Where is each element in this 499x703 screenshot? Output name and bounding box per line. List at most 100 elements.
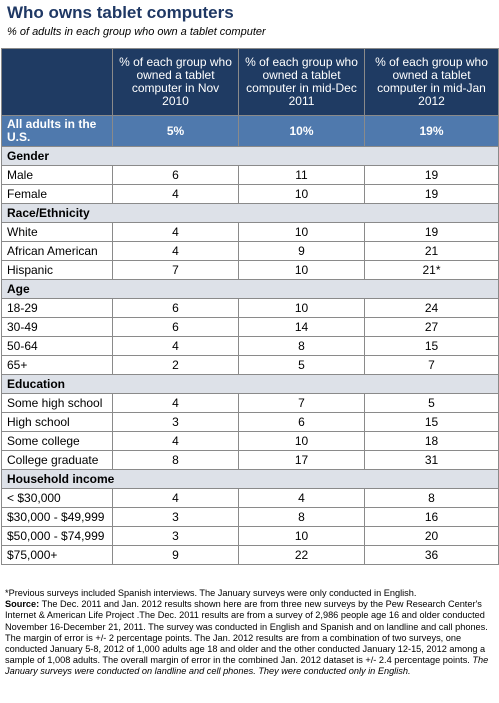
cell: 22: [238, 545, 365, 565]
cell: 3: [112, 412, 239, 432]
cell: 10: [238, 184, 365, 204]
source-label: Source:: [5, 599, 40, 610]
row-label: Female: [1, 184, 113, 204]
cell: 4: [112, 431, 239, 451]
cell: 17: [238, 450, 365, 470]
cell: 9: [112, 545, 239, 565]
row-label: 50-64: [1, 336, 113, 356]
data-row: $50,000 - $74,999 3 10 20: [1, 526, 499, 546]
data-row: $30,000 - $49,999 3 8 16: [1, 507, 499, 527]
total-row: All adults in the U.S. 5% 10% 19%: [1, 115, 499, 147]
row-label: Male: [1, 165, 113, 185]
data-row: Female 4 10 19: [1, 184, 499, 204]
notes: *Previous surveys included Spanish inter…: [5, 588, 495, 678]
section-row: Gender: [1, 146, 499, 166]
row-label: 18-29: [1, 298, 113, 318]
subtitle: % of adults in each group who own a tabl…: [7, 26, 266, 38]
row-label: 30-49: [1, 317, 113, 337]
cell: 8: [238, 336, 365, 356]
section-row: Race/Ethnicity: [1, 203, 499, 223]
cell: 6: [238, 412, 365, 432]
cell: 4: [112, 184, 239, 204]
source-italic: The January surveys were conducted on la…: [5, 655, 489, 677]
cell: 6: [112, 317, 239, 337]
title: Who owns tablet computers: [7, 3, 234, 22]
data-row: 50-64 4 8 15: [1, 336, 499, 356]
cell: 2: [112, 355, 239, 375]
row-label: High school: [1, 412, 113, 432]
cell: 8: [364, 488, 499, 508]
data-row: $75,000+ 9 22 36: [1, 545, 499, 565]
source-text: The Dec. 2011 and Jan. 2012 results show…: [5, 599, 488, 666]
cell: 10%: [238, 115, 365, 147]
cell: 36: [364, 545, 499, 565]
data-row: 65+ 2 5 7: [1, 355, 499, 375]
section-title: Race/Ethnicity: [1, 203, 499, 223]
section-title: Education: [1, 374, 499, 394]
data-row: < $30,000 4 4 8: [1, 488, 499, 508]
header-row: % of each group who owned a tablet compu…: [1, 48, 499, 116]
row-label: $75,000+: [1, 545, 113, 565]
cell: 20: [364, 526, 499, 546]
cell: 10: [238, 260, 365, 280]
cell: 19%: [364, 115, 499, 147]
cell: 16: [364, 507, 499, 527]
cell: 8: [238, 507, 365, 527]
row-label: Some high school: [1, 393, 113, 413]
cell: 19: [364, 165, 499, 185]
cell: 14: [238, 317, 365, 337]
data-row: White 4 10 19: [1, 222, 499, 242]
cell: 10: [238, 298, 365, 318]
cell: 4: [112, 393, 239, 413]
cell: 9: [238, 241, 365, 261]
section-row: Education: [1, 374, 499, 394]
cell: 4: [112, 488, 239, 508]
column-header: % of each group who owned a tablet compu…: [364, 48, 499, 116]
corner: [1, 48, 113, 116]
row-label: < $30,000: [1, 488, 113, 508]
section-title: Gender: [1, 146, 499, 166]
data-row: College graduate 8 17 31: [1, 450, 499, 470]
cell: 24: [364, 298, 499, 318]
cell: 21*: [364, 260, 499, 280]
cell: 7: [112, 260, 239, 280]
row-label: College graduate: [1, 450, 113, 470]
cell: 19: [364, 222, 499, 242]
cell: 10: [238, 222, 365, 242]
row-label: $50,000 - $74,999: [1, 526, 113, 546]
cell: 31: [364, 450, 499, 470]
row-label: Some college: [1, 431, 113, 451]
section-title: Household income: [1, 469, 499, 489]
cell: 8: [112, 450, 239, 470]
data-row: 30-49 6 14 27: [1, 317, 499, 337]
footnote: *Previous surveys included Spanish inter…: [5, 588, 417, 598]
table: % of each group who owned a tablet compu…: [1, 48, 499, 565]
data-row: Male 6 11 19: [1, 165, 499, 185]
cell: 5: [364, 393, 499, 413]
cell: 21: [364, 241, 499, 261]
row-label: 65+: [1, 355, 113, 375]
cell: 15: [364, 336, 499, 356]
cell: 15: [364, 412, 499, 432]
cell: 3: [112, 526, 239, 546]
cell: 7: [364, 355, 499, 375]
row-label: African American: [1, 241, 113, 261]
cell: 5: [238, 355, 365, 375]
row-label: White: [1, 222, 113, 242]
data-row: 18-29 6 10 24: [1, 298, 499, 318]
cell: 7: [238, 393, 365, 413]
cell: 5%: [112, 115, 239, 147]
data-row: African American 4 9 21: [1, 241, 499, 261]
data-row: High school 3 6 15: [1, 412, 499, 432]
data-row: Hispanic 7 10 21*: [1, 260, 499, 280]
cell: 10: [238, 431, 365, 451]
cell: 4: [112, 336, 239, 356]
row-label: All adults in the U.S.: [1, 115, 113, 147]
row-label: $30,000 - $49,999: [1, 507, 113, 527]
column-header: % of each group who owned a tablet compu…: [238, 48, 365, 116]
data-row: Some high school 4 7 5: [1, 393, 499, 413]
cell: 4: [238, 488, 365, 508]
source: Source: The Dec. 2011 and Jan. 2012 resu…: [5, 599, 495, 677]
cell: 6: [112, 165, 239, 185]
